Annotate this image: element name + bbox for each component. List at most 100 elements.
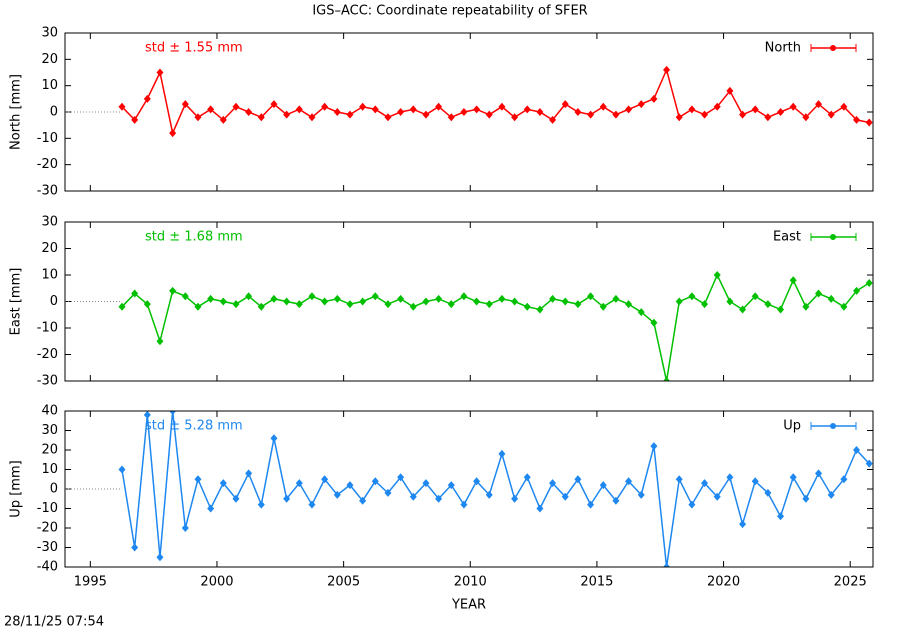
y-tick-label: -30	[37, 540, 58, 555]
y-tick-label: 40	[41, 404, 58, 419]
data-point	[460, 500, 468, 509]
data-point	[650, 318, 658, 327]
data-point	[599, 481, 607, 490]
data-point	[713, 102, 721, 111]
data-point	[789, 276, 797, 285]
data-point	[283, 297, 291, 306]
data-point	[131, 289, 139, 298]
data-point	[371, 292, 379, 301]
data-point	[802, 113, 810, 122]
plot-area	[65, 65, 873, 138]
data-point	[295, 105, 303, 114]
data-point	[384, 113, 392, 122]
x-tick-label: 2025	[834, 575, 867, 590]
data-point	[473, 105, 481, 114]
data-point	[143, 411, 151, 419]
data-point	[232, 102, 240, 111]
y-tick-label: -10	[37, 501, 58, 516]
data-point	[219, 297, 227, 306]
y-tick-label: -30	[37, 374, 58, 389]
data-point	[815, 289, 823, 298]
data-point	[777, 108, 785, 116]
data-point	[650, 442, 658, 451]
y-tick-label: 10	[41, 78, 58, 93]
data-point	[701, 110, 709, 119]
y-tick-label: 10	[41, 268, 58, 283]
y-tick-label: 0	[50, 482, 58, 497]
data-point	[802, 494, 810, 503]
y-tick-label: 20	[41, 52, 58, 67]
data-point	[739, 305, 747, 314]
series-line	[121, 411, 870, 567]
data-point	[587, 110, 595, 119]
x-tick-label: 2010	[454, 575, 487, 590]
data-point	[118, 102, 126, 111]
data-point	[865, 278, 873, 287]
data-point	[435, 294, 443, 303]
data-point	[397, 108, 405, 116]
annotation: std ± 5.28 mm	[145, 419, 243, 434]
data-point	[663, 563, 671, 567]
data-point	[219, 115, 227, 124]
data-point	[384, 300, 392, 309]
data-point	[181, 524, 189, 532]
data-point	[726, 86, 734, 95]
data-point	[435, 494, 443, 503]
data-point	[207, 105, 215, 114]
y-tick-label: 20	[41, 241, 58, 256]
data-point	[485, 110, 493, 119]
data-point	[447, 300, 455, 309]
data-point	[371, 105, 379, 114]
data-point	[498, 102, 506, 111]
data-point	[232, 300, 240, 309]
data-point	[194, 475, 202, 484]
data-point	[511, 297, 519, 306]
data-point	[131, 115, 139, 124]
data-point	[751, 105, 759, 114]
data-point	[447, 481, 455, 490]
data-point	[422, 297, 430, 306]
data-point	[169, 129, 177, 138]
data-point	[523, 302, 531, 311]
y-axis-label: Up [mm]	[9, 460, 24, 517]
data-point	[599, 102, 607, 111]
data-point	[346, 481, 354, 490]
data-point	[675, 113, 683, 122]
data-point	[827, 110, 835, 119]
data-point	[333, 108, 341, 116]
y-tick-label: 20	[41, 443, 58, 458]
data-point	[612, 110, 620, 119]
data-point	[245, 469, 253, 478]
data-point	[207, 294, 215, 303]
data-point	[536, 108, 544, 116]
data-point	[663, 65, 671, 74]
data-point	[181, 292, 189, 301]
data-point	[726, 473, 734, 482]
y-tick-label: -40	[37, 560, 58, 575]
data-point	[777, 305, 785, 314]
data-point	[739, 110, 747, 119]
data-point	[422, 479, 430, 488]
data-point	[232, 494, 240, 503]
data-point	[435, 102, 443, 111]
data-point	[625, 477, 633, 486]
data-point	[536, 305, 544, 314]
data-point	[460, 292, 468, 301]
series-line	[121, 273, 870, 381]
data-point	[561, 100, 569, 109]
data-point	[308, 500, 316, 509]
data-point	[283, 110, 291, 119]
x-tick-label: 2020	[707, 575, 740, 590]
y-tick-label: 0	[50, 294, 58, 309]
data-point	[536, 504, 544, 513]
data-point	[701, 479, 709, 488]
x-tick-label: 2015	[580, 575, 613, 590]
data-point	[270, 434, 278, 443]
data-point	[308, 113, 316, 122]
data-point	[270, 100, 278, 109]
timestamp: 28/11/25 07:54	[4, 615, 104, 630]
data-point	[764, 300, 772, 309]
data-point	[549, 115, 557, 124]
